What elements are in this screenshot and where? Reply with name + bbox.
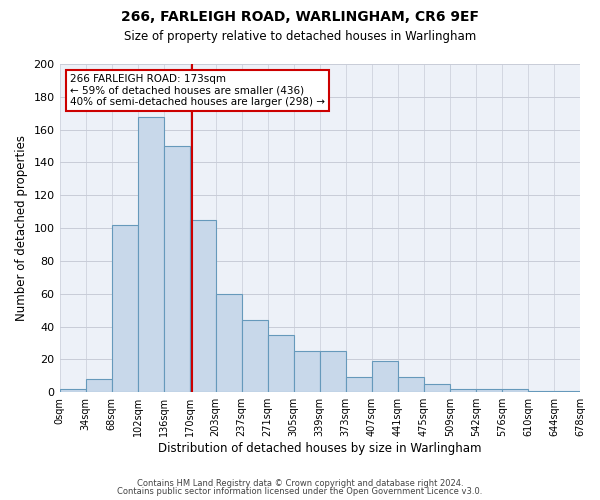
X-axis label: Distribution of detached houses by size in Warlingham: Distribution of detached houses by size … — [158, 442, 482, 455]
Text: 266, FARLEIGH ROAD, WARLINGHAM, CR6 9EF: 266, FARLEIGH ROAD, WARLINGHAM, CR6 9EF — [121, 10, 479, 24]
Text: Contains HM Land Registry data © Crown copyright and database right 2024.: Contains HM Land Registry data © Crown c… — [137, 478, 463, 488]
Bar — [554, 390, 580, 392]
Bar — [59, 389, 86, 392]
Bar — [424, 384, 450, 392]
Text: Size of property relative to detached houses in Warlingham: Size of property relative to detached ho… — [124, 30, 476, 43]
Bar — [476, 389, 502, 392]
Bar — [112, 225, 137, 392]
Bar — [450, 389, 476, 392]
Bar — [215, 294, 242, 392]
Bar — [294, 351, 320, 392]
Bar — [398, 378, 424, 392]
Bar — [86, 379, 112, 392]
Bar — [242, 320, 268, 392]
Bar — [346, 378, 372, 392]
Bar — [268, 335, 294, 392]
Text: Contains public sector information licensed under the Open Government Licence v3: Contains public sector information licen… — [118, 487, 482, 496]
Bar — [190, 220, 215, 392]
Bar — [528, 390, 554, 392]
Y-axis label: Number of detached properties: Number of detached properties — [15, 135, 28, 321]
Bar — [320, 351, 346, 392]
Bar — [502, 389, 528, 392]
Bar — [372, 361, 398, 392]
Text: 266 FARLEIGH ROAD: 173sqm
← 59% of detached houses are smaller (436)
40% of semi: 266 FARLEIGH ROAD: 173sqm ← 59% of detac… — [70, 74, 325, 107]
Bar — [137, 116, 164, 392]
Bar — [164, 146, 190, 392]
